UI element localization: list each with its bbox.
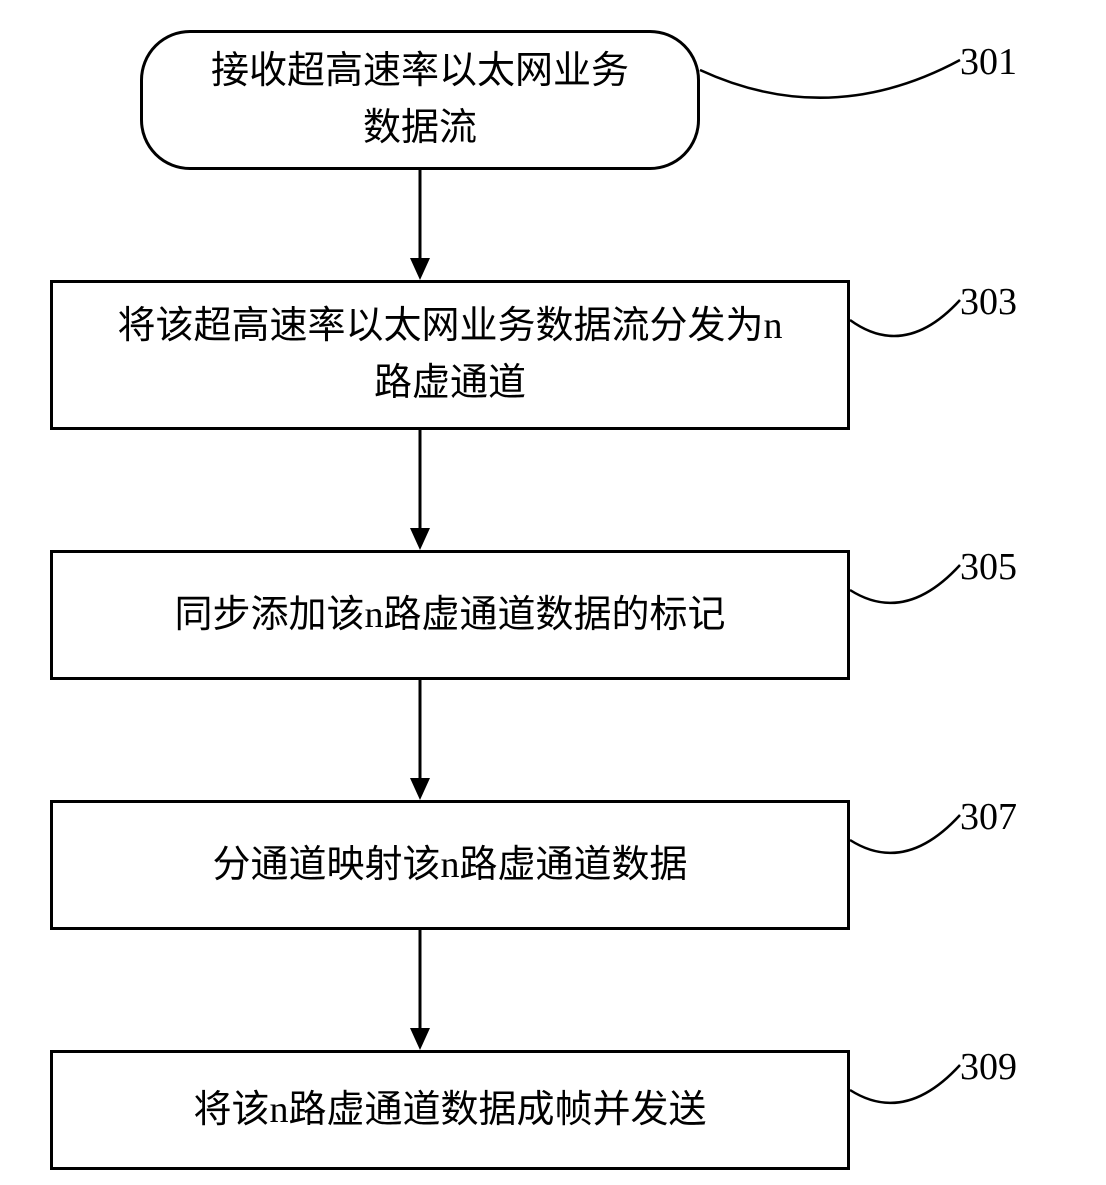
text-line1: 将该n路虚通道数据成帧并发送: [193, 1089, 706, 1131]
text-line1: 同步添加该n路虚通道数据的标记: [174, 594, 725, 636]
label-307: 307: [960, 795, 1017, 839]
process-node-307: 分通道映射该n路虚通道数据: [50, 800, 850, 930]
process-node-303: 将该超高速率以太网业务数据流分发为n 路虚通道: [50, 280, 850, 430]
text-line2: 路虚通道: [374, 362, 526, 404]
terminator-node-301: 接收超高速率以太网业务 数据流: [140, 30, 700, 170]
label-305: 305: [960, 545, 1017, 589]
process-node-309: 将该n路虚通道数据成帧并发送: [50, 1050, 850, 1170]
label-303: 303: [960, 280, 1017, 324]
text-line1: 将该超高速率以太网业务数据流分发为n: [117, 305, 782, 347]
process-node-305: 同步添加该n路虚通道数据的标记: [50, 550, 850, 680]
text-line2: 数据流: [363, 107, 477, 149]
node-text: 将该超高速率以太网业务数据流分发为n 路虚通道: [117, 298, 782, 412]
label-301: 301: [960, 40, 1017, 84]
text-line1: 分通道映射该n路虚通道数据: [212, 844, 687, 886]
node-text: 分通道映射该n路虚通道数据: [212, 837, 687, 894]
text-line1: 接收超高速率以太网业务: [211, 50, 629, 92]
node-text: 接收超高速率以太网业务 数据流: [211, 43, 629, 157]
node-text: 将该n路虚通道数据成帧并发送: [193, 1082, 706, 1139]
label-309: 309: [960, 1045, 1017, 1089]
node-text: 同步添加该n路虚通道数据的标记: [174, 587, 725, 644]
